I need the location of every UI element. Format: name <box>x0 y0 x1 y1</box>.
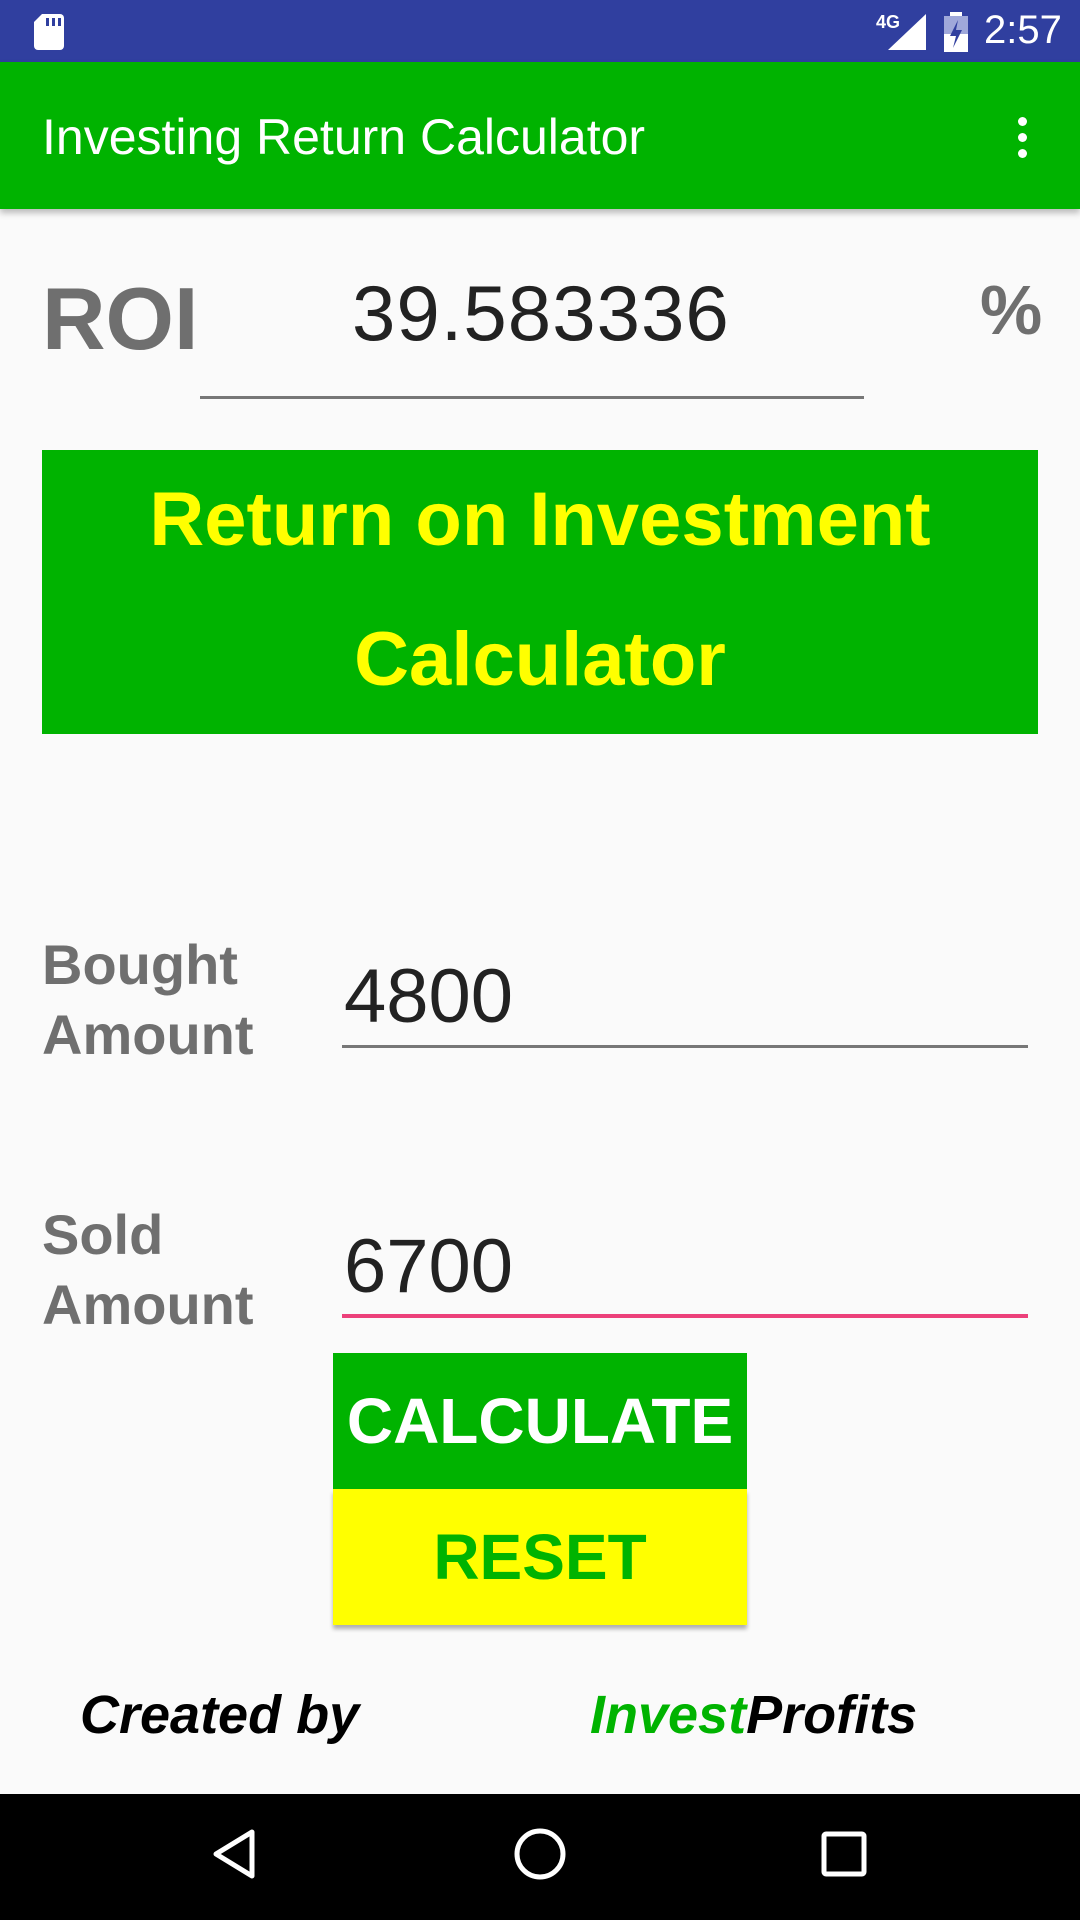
percent-sign: % <box>980 271 1043 349</box>
roi-underline <box>200 396 864 399</box>
more-vert-icon[interactable] <box>1006 114 1038 168</box>
banner-line-1: Return on Investment <box>149 477 931 562</box>
roi-value: 39.583336 <box>352 269 730 357</box>
status-clock: 2:57 <box>984 8 1062 52</box>
footer-created-by: Created by <box>80 1685 360 1745</box>
home-icon[interactable] <box>510 1824 570 1884</box>
bought-label-line-1: Bought <box>42 933 238 996</box>
roi-label: ROI <box>42 269 199 368</box>
calculator-banner: Return on Investment Calculator <box>42 450 1038 734</box>
recents-icon[interactable] <box>814 1824 874 1884</box>
bought-amount-input[interactable] <box>342 948 1028 1048</box>
footer-brand: InvestProfits <box>590 1684 917 1746</box>
sold-amount-label: Sold Amount <box>42 1200 254 1340</box>
app-bar: Investing Return Calculator <box>0 62 1080 209</box>
brand-profits: Profits <box>746 1685 918 1745</box>
banner-line-2: Calculator <box>354 617 726 702</box>
back-icon[interactable] <box>206 1824 266 1884</box>
reset-button[interactable]: RESET <box>333 1489 747 1625</box>
navigation-bar <box>0 1794 1080 1920</box>
battery-charging-icon <box>944 12 968 52</box>
brand-invest: Invest <box>590 1685 747 1745</box>
network-type-label: 4G <box>876 12 901 32</box>
app-title: Investing Return Calculator <box>42 109 646 165</box>
sd-card-icon <box>34 14 64 50</box>
bought-amount-label: Bought Amount <box>42 930 254 1070</box>
bought-label-line-2: Amount <box>42 1003 254 1066</box>
sold-amount-input[interactable] <box>342 1218 1028 1318</box>
calculate-button[interactable]: CALCULATE <box>333 1353 747 1489</box>
signal-icon <box>888 14 926 50</box>
status-bar: 4G 2:57 <box>0 0 1080 62</box>
sold-label-line-2: Amount <box>42 1273 254 1336</box>
sold-label-line-1: Sold <box>42 1203 164 1266</box>
